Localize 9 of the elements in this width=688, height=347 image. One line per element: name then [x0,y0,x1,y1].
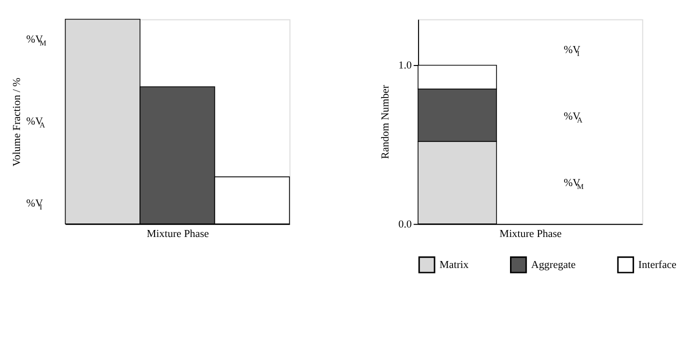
y-axis-title: Volume Fraction / % [10,78,23,166]
y-tick-label: 0.0 [398,218,412,230]
legend-label: Matrix [440,258,470,271]
x-axis-title: Mixture Phase [146,228,210,240]
legend-label: Interface [638,258,677,271]
legend-label: Aggregate [531,258,576,271]
y-axis-title: Random Number [380,84,392,160]
x-axis-title: Mixture Phase [500,228,562,240]
y-tick-label: 1.0 [398,60,412,72]
